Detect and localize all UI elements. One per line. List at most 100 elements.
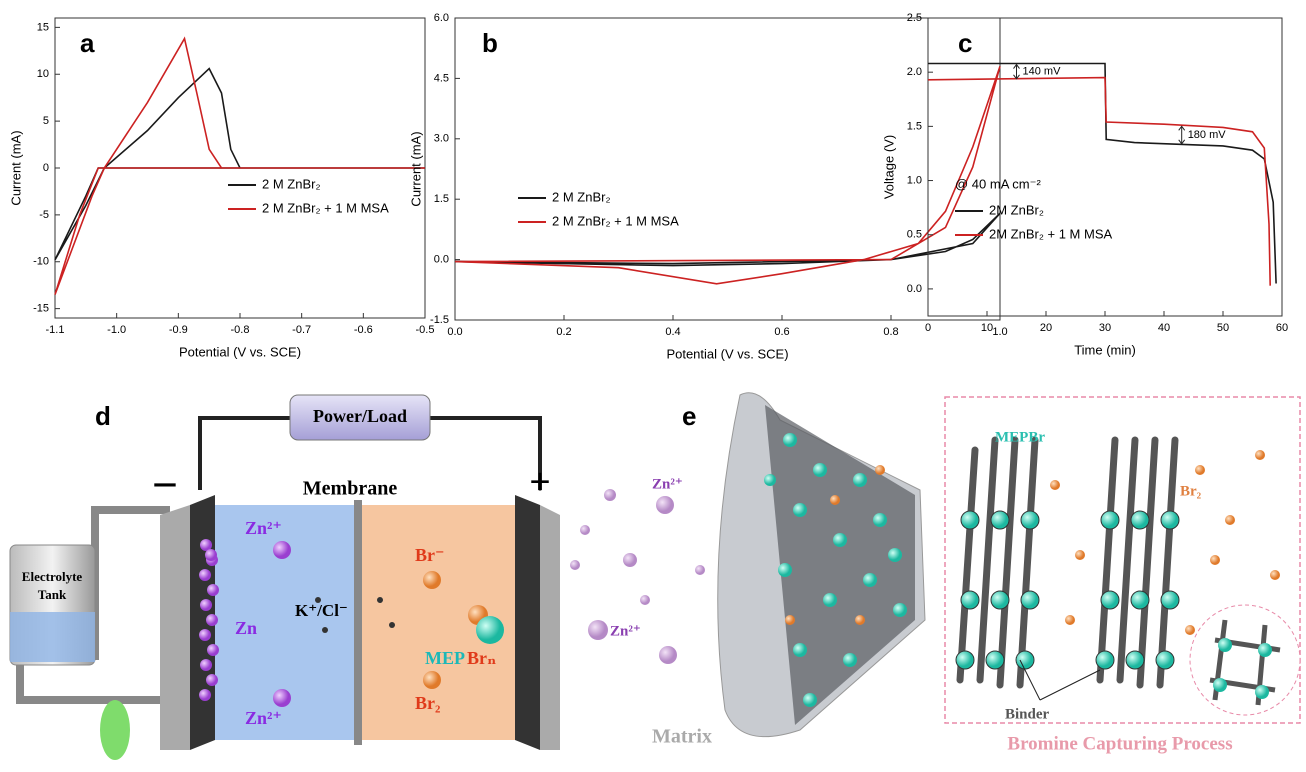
y-tick-label: 4.5 bbox=[434, 72, 449, 84]
end-plate bbox=[540, 505, 560, 750]
y-tick-label: -15 bbox=[33, 303, 49, 315]
x-tick-label: -1.0 bbox=[107, 324, 126, 336]
x-tick-label: 40 bbox=[1158, 322, 1170, 334]
annotation: @ 40 mA cm⁻² bbox=[955, 176, 1041, 191]
diagram-d: d Power/Load − + Electrolyte Tank Membra… bbox=[10, 395, 560, 760]
chart: -1.1-1.0-0.9-0.8-0.7-0.6-0.5-15-10-50510… bbox=[8, 18, 434, 359]
ion bbox=[273, 541, 291, 559]
x-tick-label: 0.2 bbox=[556, 326, 571, 338]
chart: 0 10 20 30 40 50 60 0.0 0.5 1.0 1.5 2.0 2.5 Time (min… bbox=[881, 12, 1288, 358]
y-tick-label: 5 bbox=[43, 115, 49, 127]
end-plate bbox=[160, 505, 190, 750]
x-tick-label: -0.6 bbox=[354, 324, 373, 336]
figure: d Power/Load − + Electrolyte Tank Membra… bbox=[0, 0, 1306, 767]
y-tick-label: 0.0 bbox=[434, 254, 449, 266]
zoom-circle bbox=[1190, 605, 1300, 715]
x-tick-label: -1.1 bbox=[46, 324, 65, 336]
x-tick-label: 60 bbox=[1276, 322, 1288, 334]
y-axis-label: Current (mA) bbox=[8, 130, 23, 205]
mepbr-label: MEPBr bbox=[995, 429, 1045, 445]
minus: − bbox=[152, 461, 178, 510]
y-tick-label: 0 bbox=[43, 162, 49, 174]
x-tick-label: 0 bbox=[925, 322, 931, 334]
pump bbox=[100, 700, 130, 760]
y-tick-label: 2.5 bbox=[907, 12, 922, 24]
y-tick-label: 0.0 bbox=[907, 283, 922, 295]
zn-label: Zn bbox=[235, 618, 257, 638]
zn-ion: Zn²⁺ bbox=[245, 708, 282, 728]
x-tick-label: 0.4 bbox=[665, 326, 680, 338]
y-tick-label: 3.0 bbox=[434, 133, 449, 145]
br-ion: Br⁻ bbox=[415, 545, 445, 565]
panel-label: b bbox=[482, 28, 498, 58]
x-tick-label: -0.8 bbox=[231, 324, 250, 336]
tank-label: Electrolyte bbox=[22, 569, 83, 584]
legend-label: 2 M ZnBr₂ + 1 M MSA bbox=[262, 200, 389, 215]
legend-label: 2 M ZnBr₂ bbox=[552, 189, 611, 204]
process-label: Bromine Capturing Process bbox=[1007, 733, 1232, 754]
power-label: Power/Load bbox=[313, 406, 407, 426]
plus: + bbox=[529, 461, 550, 502]
y-axis-label: Current (mA) bbox=[408, 131, 423, 206]
panel-label: d bbox=[95, 401, 111, 431]
panel-label: e bbox=[682, 401, 696, 431]
x-tick-label: 10 bbox=[981, 322, 993, 334]
legend-label: 2 M ZnBr₂ + 1 M MSA bbox=[552, 213, 679, 228]
y-tick-label: 1.5 bbox=[907, 120, 922, 132]
x-tick-label: 30 bbox=[1099, 322, 1111, 334]
y-tick-label: 1.5 bbox=[434, 193, 449, 205]
y-axis-label: Voltage (V) bbox=[881, 135, 896, 199]
zn-ion: Zn²⁺ bbox=[245, 518, 282, 538]
br2-label: Br₂ bbox=[1180, 483, 1202, 499]
plot-frame bbox=[455, 18, 1000, 320]
series-line bbox=[55, 69, 425, 260]
x-tick-label: 0.8 bbox=[883, 326, 898, 338]
x-tick-label: 50 bbox=[1217, 322, 1229, 334]
mep bbox=[476, 616, 504, 644]
matrix-label: Matrix bbox=[652, 726, 712, 748]
y-tick-label: 6.0 bbox=[434, 12, 449, 24]
mep-label: MEP bbox=[425, 648, 465, 668]
annotation: 180 mV bbox=[1188, 129, 1227, 141]
kcl-label: K⁺/Cl⁻ bbox=[295, 601, 348, 620]
membrane-label: Membrane bbox=[303, 478, 398, 500]
y-tick-label: 2.0 bbox=[907, 66, 922, 78]
x-tick-label: -0.7 bbox=[292, 324, 311, 336]
binder-label: Binder bbox=[1005, 706, 1050, 722]
binder-rods bbox=[960, 440, 1175, 685]
x-tick-label: -0.9 bbox=[169, 324, 188, 336]
panel-label: a bbox=[80, 28, 95, 58]
y-tick-label: 10 bbox=[37, 68, 49, 80]
x-tick-label: 1.0 bbox=[992, 326, 1007, 338]
y-tick-label: 15 bbox=[37, 21, 49, 33]
x-tick-label: 0.0 bbox=[447, 326, 462, 338]
annotation: 140 mV bbox=[1023, 66, 1062, 78]
panel-label: c bbox=[958, 28, 972, 58]
tank-liquid bbox=[10, 612, 95, 662]
y-tick-label: -1.5 bbox=[430, 314, 449, 326]
zn-ion: Zn²⁺ bbox=[610, 623, 641, 639]
x-axis-label: Potential (V vs. SCE) bbox=[666, 346, 788, 361]
electrode bbox=[515, 495, 540, 750]
y-tick-label: -5 bbox=[39, 209, 49, 221]
legend-label: 2M ZnBr₂ + 1 M MSA bbox=[989, 226, 1112, 241]
y-tick-label: 0.5 bbox=[907, 229, 922, 241]
diagram-e: e Zn²⁺ Zn²⁺ Matrix MEPBr Br₂ Binder Brom… bbox=[570, 393, 1300, 755]
tank-label: Tank bbox=[38, 587, 67, 602]
y-tick-label: 1.0 bbox=[907, 174, 922, 186]
legend-label: 2M ZnBr₂ bbox=[989, 202, 1044, 217]
membrane bbox=[354, 500, 362, 745]
zn-ion: Zn²⁺ bbox=[652, 476, 683, 492]
y-tick-label: -10 bbox=[33, 256, 49, 268]
x-tick-label: 20 bbox=[1040, 322, 1052, 334]
ion bbox=[423, 571, 441, 589]
x-tick-label: 0.6 bbox=[774, 326, 789, 338]
br2-label: Br₂ bbox=[415, 693, 440, 713]
legend-label: 2 M ZnBr₂ bbox=[262, 176, 321, 191]
x-axis-label: Time (min) bbox=[1074, 342, 1136, 357]
x-axis-label: Potential (V vs. SCE) bbox=[179, 344, 301, 359]
ion bbox=[273, 689, 291, 707]
brn-label: Brₙ bbox=[467, 648, 496, 668]
series-line bbox=[928, 64, 1276, 284]
